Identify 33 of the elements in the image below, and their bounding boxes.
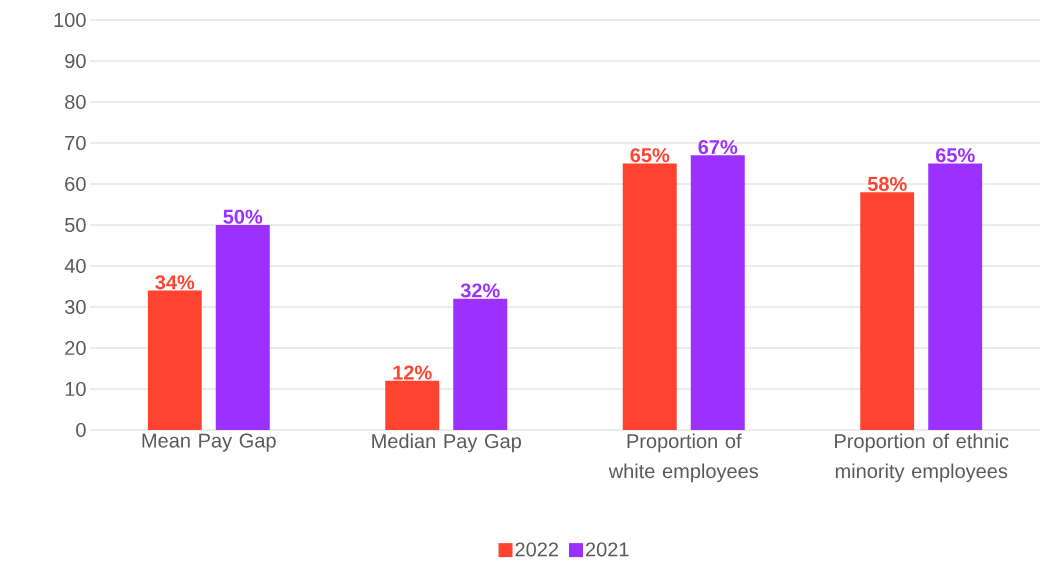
y-tick-label: 60 [65, 176, 86, 192]
legend-label: 2021 [586, 542, 629, 557]
data-label: 12% [393, 365, 432, 380]
data-label: 67% [698, 139, 738, 155]
y-tick-label: 90 [65, 53, 86, 69]
y-tick-label: 70 [65, 135, 86, 151]
y-tick-label: 10 [65, 381, 86, 397]
y-tick-label: 30 [65, 299, 86, 315]
data-label: 65% [935, 148, 975, 163]
x-tick-label: Proportion of white employees [608, 433, 759, 483]
data-label: 58% [867, 176, 907, 191]
bar [860, 192, 915, 430]
bar [147, 290, 202, 430]
y-tick-label: 40 [64, 258, 86, 274]
y-tick-label: 80 [65, 94, 86, 110]
bar [385, 380, 440, 430]
bar [215, 224, 270, 430]
bar [690, 155, 745, 430]
data-label: 50% [223, 209, 263, 224]
y-tick-label: 0 [76, 422, 86, 438]
legend-label: 2022 [515, 542, 558, 557]
x-tick-label: Proportion of ethnic minority employees [835, 433, 1009, 483]
bar [622, 163, 677, 430]
x-tick-label: Median Pay Gap [372, 433, 521, 453]
data-label: 65% [630, 148, 670, 163]
data-label: 34% [155, 275, 195, 290]
x-tick-label: Mean Pay Gap [142, 433, 276, 452]
bar [453, 298, 508, 430]
y-tick-label: 20 [65, 340, 86, 356]
data-label: 32% [460, 283, 500, 298]
y-tick-label: 50 [65, 217, 86, 233]
y-tick-label: 100 [54, 12, 86, 28]
bar [928, 163, 983, 430]
